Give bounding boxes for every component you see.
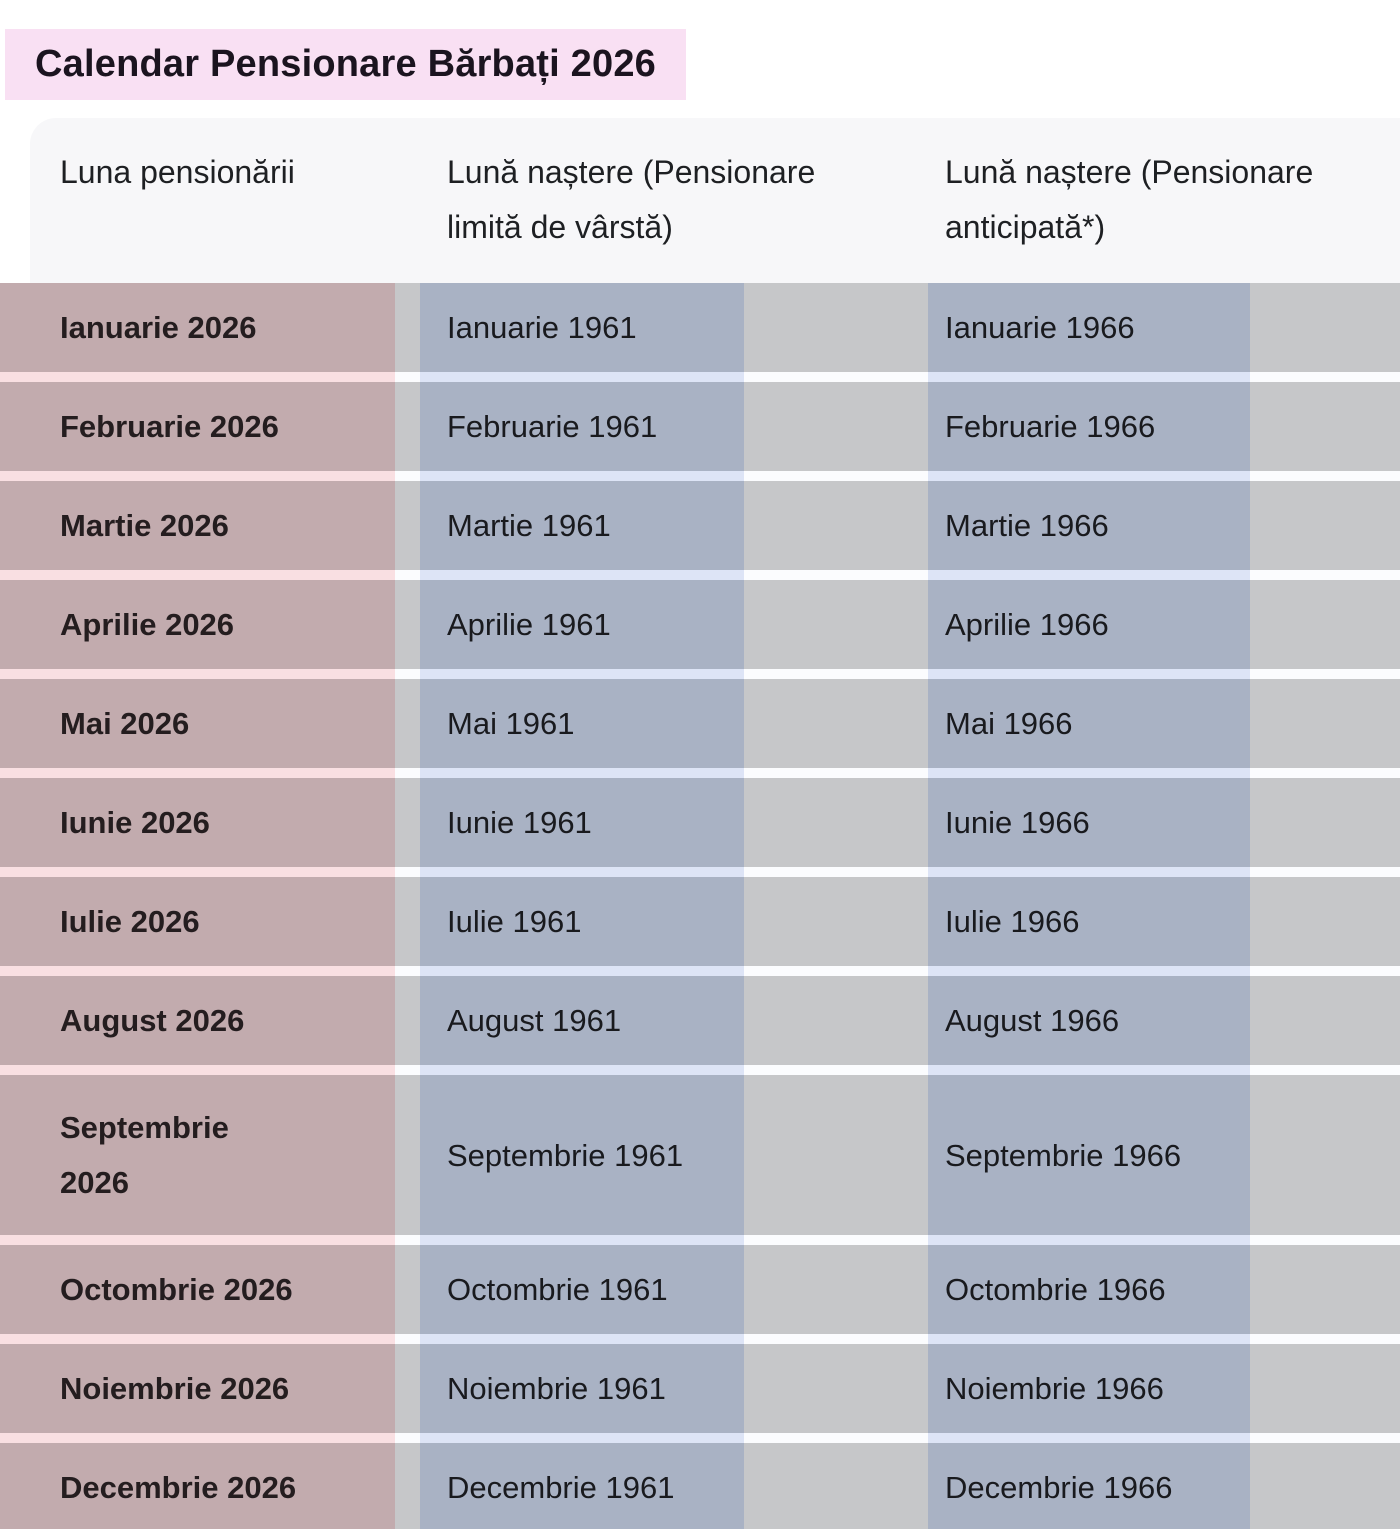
cell-luna-pensionarii: Decembrie 2026: [60, 1470, 297, 1505]
row-gap: [0, 372, 1400, 382]
cell-luna-pensionarii: Septembrie 2026: [60, 1110, 229, 1200]
row-gap: [0, 570, 1400, 580]
cell-luna-pensionarii: Noiembrie 2026: [60, 1371, 290, 1406]
row-gap: [0, 1334, 1400, 1344]
cell-anticipata: Mai 1966: [945, 706, 1073, 741]
row-gap: [0, 1235, 1400, 1245]
cell-anticipata: Octombrie 1966: [945, 1272, 1166, 1307]
column-header-pensionare-limita-varsta: Lună naștere (Pensionare limită de vârst…: [447, 154, 816, 245]
table-row: Februarie 2026 Februarie 1961 Februarie …: [0, 382, 1400, 471]
cell-luna-pensionarii: Iunie 2026: [60, 805, 210, 840]
cell-limita-varsta: Decembrie 1961: [447, 1470, 675, 1505]
table-body: Ianuarie 2026 Ianuarie 1961 Ianuarie 196…: [0, 283, 1400, 1529]
cell-limita-varsta: Iunie 1961: [447, 805, 592, 840]
table-row: Noiembrie 2026 Noiembrie 1961 Noiembrie …: [0, 1344, 1400, 1433]
cell-luna-pensionarii: Octombrie 2026: [60, 1272, 293, 1307]
column-header-luna-pensionarii: Luna pensionării: [60, 154, 295, 190]
cell-limita-varsta: Octombrie 1961: [447, 1272, 668, 1307]
cell-limita-varsta: Noiembrie 1961: [447, 1371, 666, 1406]
cell-limita-varsta: Februarie 1961: [447, 409, 658, 444]
table-row: Mai 2026 Mai 1961 Mai 1966: [0, 679, 1400, 768]
cell-anticipata: Iulie 1966: [945, 904, 1080, 939]
cell-luna-pensionarii: August 2026: [60, 1003, 245, 1038]
page-title: Calendar Pensionare Bărbați 2026: [5, 29, 687, 100]
cell-anticipata: August 1966: [945, 1003, 1120, 1038]
cell-anticipata: Ianuarie 1966: [945, 310, 1135, 345]
cell-anticipata: Noiembrie 1966: [945, 1371, 1164, 1406]
table-row: Ianuarie 2026 Ianuarie 1961 Ianuarie 196…: [0, 283, 1400, 372]
cell-limita-varsta: Aprilie 1961: [447, 607, 611, 642]
cell-anticipata: Aprilie 1966: [945, 607, 1109, 642]
cell-limita-varsta: Martie 1961: [447, 508, 611, 543]
cell-anticipata: Iunie 1966: [945, 805, 1090, 840]
cell-limita-varsta: Mai 1961: [447, 706, 575, 741]
cell-anticipata: Decembrie 1966: [945, 1470, 1173, 1505]
cell-limita-varsta: Ianuarie 1961: [447, 310, 637, 345]
row-gap: [0, 471, 1400, 481]
cell-luna-pensionarii: Ianuarie 2026: [60, 310, 257, 345]
cell-luna-pensionarii: Februarie 2026: [60, 409, 279, 444]
cell-luna-pensionarii: Martie 2026: [60, 508, 229, 543]
row-gap: [0, 1433, 1400, 1443]
column-header-pensionare-anticipata: Lună naștere (Pensionare anticipată*): [945, 154, 1314, 245]
row-gap: [0, 768, 1400, 778]
cell-limita-varsta: Iulie 1961: [447, 904, 582, 939]
table-row: Octombrie 2026 Octombrie 1961 Octombrie …: [0, 1245, 1400, 1334]
table-row: Aprilie 2026 Aprilie 1961 Aprilie 1966: [0, 580, 1400, 669]
cell-limita-varsta: Septembrie 1961: [447, 1137, 684, 1173]
table-row: August 2026 August 1961 August 1966: [0, 976, 1400, 1065]
row-gap: [0, 966, 1400, 976]
cell-anticipata: Martie 1966: [945, 508, 1109, 543]
table-row: Septembrie 2026 Septembrie 1961 Septembr…: [0, 1075, 1400, 1235]
table-row: Decembrie 2026 Decembrie 1961 Decembrie …: [0, 1443, 1400, 1529]
cell-luna-pensionarii: Iulie 2026: [60, 904, 200, 939]
cell-luna-pensionarii: Mai 2026: [60, 706, 190, 741]
table-header-row: Luna pensionării Lună naștere (Pensionar…: [30, 118, 1400, 283]
table-row: Iulie 2026 Iulie 1961 Iulie 1966: [0, 877, 1400, 966]
cell-anticipata: Septembrie 1966: [945, 1137, 1182, 1173]
cell-limita-varsta: August 1961: [447, 1003, 622, 1038]
table-row: Martie 2026 Martie 1961 Martie 1966: [0, 481, 1400, 570]
row-gap: [0, 867, 1400, 877]
table-row: Iunie 2026 Iunie 1961 Iunie 1966: [0, 778, 1400, 867]
row-gap: [0, 669, 1400, 679]
cell-anticipata: Februarie 1966: [945, 409, 1156, 444]
cell-luna-pensionarii: Aprilie 2026: [60, 607, 235, 642]
row-gap: [0, 1065, 1400, 1075]
